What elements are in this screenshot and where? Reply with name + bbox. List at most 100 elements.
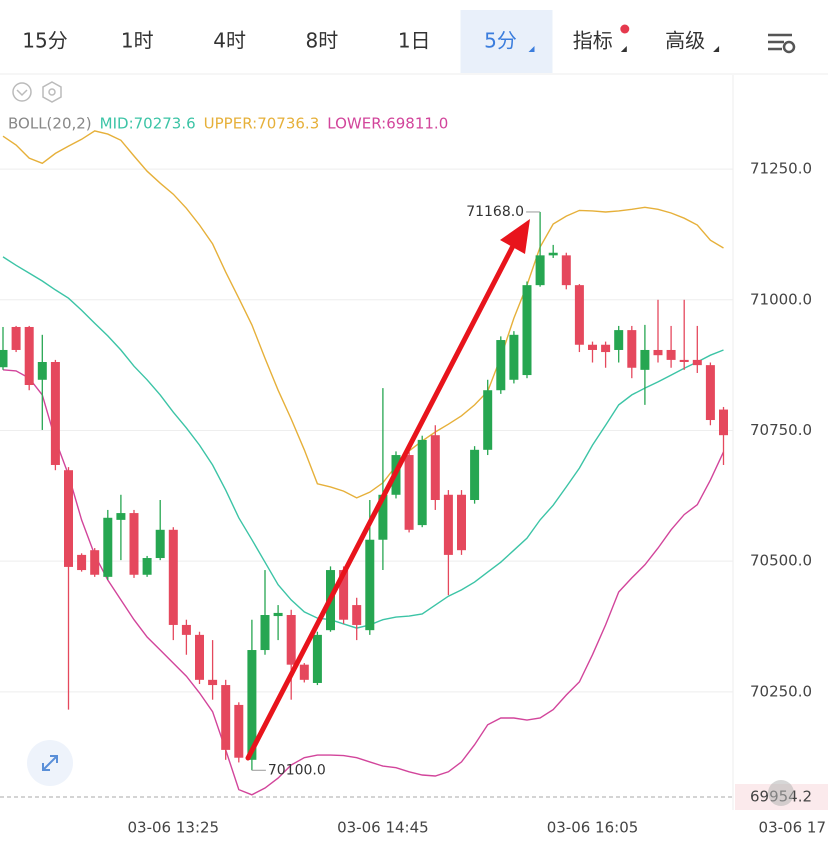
extreme-label: 70100.0 <box>268 762 326 778</box>
tab-label[interactable]: 8时 <box>306 29 339 53</box>
candle-body <box>299 664 309 680</box>
candle-body <box>116 513 126 520</box>
candle-body <box>640 349 650 370</box>
candle-body <box>155 529 165 559</box>
candle-body <box>496 340 506 391</box>
candle-body <box>588 344 597 350</box>
candle-body <box>312 634 322 683</box>
legend-entry: UPPER:70736.3 <box>204 115 320 133</box>
x-tick-label: 03-06 17 <box>759 819 826 837</box>
legend-entry: LOWER:69811.0 <box>327 115 448 133</box>
candle-body <box>483 390 493 450</box>
legend: BOLL(20,2) MID:70273.6 UPPER:70736.3 LOWER:… <box>8 115 448 133</box>
collapse-chevron <box>16 89 28 97</box>
band-line <box>2 130 724 499</box>
tab-label[interactable]: 指标 <box>573 29 613 53</box>
candle-body <box>378 494 388 540</box>
candle-body <box>548 252 558 256</box>
indicator-settings-dot <box>48 88 56 96</box>
candle-body <box>574 285 584 345</box>
candle-body <box>509 334 519 380</box>
candle-body <box>470 449 480 501</box>
candle-body <box>692 359 702 366</box>
candle-body <box>535 255 545 286</box>
candle-body <box>352 605 362 625</box>
axes: 70250.0 70500.0 70750.0 71000.0 71250.0 03-06… <box>128 160 826 837</box>
candle-body <box>181 624 191 635</box>
tab-bar: 15分 1时 4时 8时 1日 5分 指标 高级 <box>22 10 720 73</box>
candle-body <box>705 365 715 421</box>
band-line <box>2 256 724 629</box>
jump-to-latest-button[interactable] <box>768 780 794 806</box>
tab-label[interactable]: 4时 <box>213 29 246 53</box>
y-tick-label: 70500.0 <box>750 552 812 570</box>
candle-body <box>221 685 231 750</box>
x-tick-label: 03-06 14:45 <box>337 819 429 837</box>
candle-body <box>614 330 624 350</box>
candle-body <box>286 615 296 665</box>
candle-body <box>168 529 178 625</box>
candle-body <box>142 558 152 575</box>
candle-body <box>77 554 87 571</box>
y-tick-label: 70750.0 <box>750 421 812 439</box>
candle-body <box>24 326 34 385</box>
collapse-icon[interactable] <box>12 82 32 102</box>
tab-menu-caret <box>620 46 627 52</box>
tab-label[interactable]: 高级 <box>665 29 705 53</box>
candle-body <box>234 704 244 758</box>
tab-menu-caret <box>528 46 535 52</box>
x-tick-label: 03-06 13:25 <box>128 819 220 837</box>
active-tab-bg <box>460 10 553 73</box>
extreme-label: 71168.0 <box>466 204 524 220</box>
candle-body <box>37 361 47 380</box>
candle-body <box>522 285 532 376</box>
candle-body <box>260 615 270 651</box>
expand-button[interactable] <box>27 740 73 786</box>
candle-body <box>719 409 728 436</box>
candle-body <box>404 455 414 530</box>
trend-arrow <box>245 219 530 761</box>
y-tick-label: 70250.0 <box>750 682 812 700</box>
candle-body <box>11 326 21 350</box>
x-tick-label: 03-06 16:05 <box>547 819 639 837</box>
candle-body <box>601 344 611 353</box>
candle-body <box>365 539 375 631</box>
tab-label[interactable]: 15分 <box>22 29 67 53</box>
candle-body <box>561 255 571 286</box>
candle-body <box>273 612 283 617</box>
candle-body <box>195 634 204 680</box>
settings-icon[interactable] <box>768 33 796 54</box>
candle-body <box>103 517 113 577</box>
candle-body <box>0 349 8 368</box>
tab-label[interactable]: 1日 <box>398 29 431 53</box>
candle-body <box>457 494 466 551</box>
candle-body <box>64 470 73 567</box>
candle-body <box>679 359 689 362</box>
tab-notice-dot <box>620 24 630 34</box>
y-tick-label: 71250.0 <box>750 160 812 178</box>
candle-body <box>50 361 60 465</box>
tab-label[interactable]: 1时 <box>121 29 154 53</box>
candle-body <box>653 349 663 356</box>
legend-entry: MID:70273.6 <box>100 115 196 133</box>
candle-body <box>430 435 440 501</box>
tab-label[interactable]: 5分 <box>484 29 517 53</box>
candle-body <box>208 679 218 686</box>
candle-body <box>339 570 349 620</box>
candle-body <box>417 439 427 526</box>
indicator-name: BOLL(20,2) <box>8 115 92 133</box>
band-line <box>2 369 725 796</box>
candle-body <box>129 513 139 575</box>
candle-body <box>247 650 257 760</box>
candle-body <box>443 494 453 555</box>
tab-menu-caret <box>713 46 720 52</box>
candle-body <box>666 349 676 360</box>
candle-body <box>627 330 637 368</box>
plot-area <box>0 130 728 796</box>
y-tick-label: 71000.0 <box>750 290 812 308</box>
indicator-settings-icon[interactable] <box>42 81 62 103</box>
candle-body <box>90 550 100 575</box>
